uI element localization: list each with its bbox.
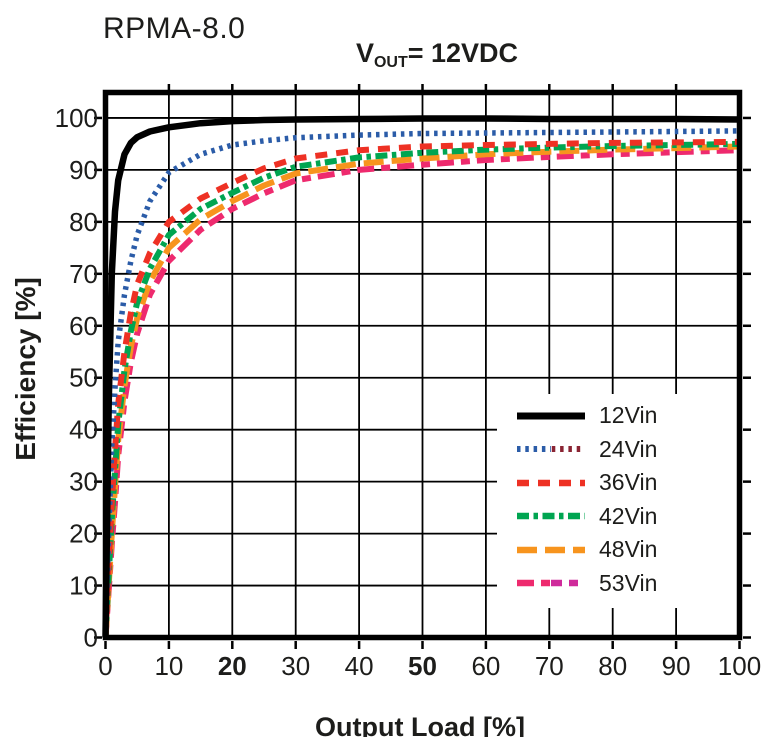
- y-tick-label: 10: [69, 571, 98, 601]
- vout-subscript: OUT: [373, 54, 408, 71]
- x-tick-label: 10: [154, 651, 183, 681]
- x-tick-label: 50: [408, 651, 437, 681]
- vout-rest: = 12VDC: [407, 38, 519, 68]
- y-tick-label: 100: [55, 103, 98, 133]
- x-tick-label: 80: [598, 651, 627, 681]
- legend-label: 48Vin: [599, 536, 658, 563]
- legend-item: 12Vin: [499, 399, 736, 432]
- legend-item: 36Vin: [499, 466, 736, 499]
- y-axis-title: Efficiency [%]: [10, 277, 41, 461]
- legend-item: 48Vin: [499, 533, 736, 566]
- legend-item: 42Vin: [499, 500, 736, 533]
- curve-36Vin: [102, 138, 740, 638]
- curve-12Vin: [102, 115, 740, 638]
- legend-label: 24Vin: [599, 435, 658, 462]
- legend-sample: [517, 412, 585, 419]
- vout-subtitle: VOUT= 12VDC: [355, 38, 519, 71]
- y-tick-label: 90: [69, 155, 98, 185]
- x-tick-label: 30: [281, 651, 310, 681]
- y-tick-label: 50: [69, 363, 98, 393]
- legend-sample: [517, 580, 585, 587]
- x-tick-label: 90: [662, 651, 691, 681]
- y-tick-label: 20: [69, 519, 98, 549]
- legend-sample: [517, 513, 585, 520]
- legend-label: 12Vin: [599, 402, 658, 428]
- legend: 12Vin 24Vin 36Vin 42Vin 48Vin 53Vin: [499, 398, 736, 601]
- y-tick-label: 40: [69, 415, 98, 445]
- y-tick-label: 70: [69, 259, 98, 289]
- curve-42Vin: [102, 140, 740, 638]
- legend-label: 42Vin: [599, 502, 658, 529]
- x-tick-label: 100: [718, 651, 761, 681]
- y-tick-label: 30: [69, 467, 98, 497]
- curve-24Vin: [102, 128, 740, 638]
- x-axis-title: Output Load [%]: [315, 712, 525, 737]
- x-tick-label: 60: [471, 651, 500, 681]
- x-tick-label: 40: [345, 651, 374, 681]
- y-tick-label: 60: [69, 311, 98, 341]
- legend-label: 53Vin: [599, 569, 658, 596]
- legend-sample: [517, 446, 585, 453]
- legend-label: 36Vin: [599, 469, 658, 496]
- legend-sample: [517, 479, 585, 486]
- x-tick-label: 20: [218, 651, 247, 681]
- y-tick-label: 80: [69, 207, 98, 237]
- legend-item: 53Vin: [499, 567, 736, 600]
- legend-sample: [517, 546, 585, 554]
- page-title: RPMA-8.0: [103, 12, 246, 45]
- x-tick-label: 0: [98, 651, 112, 681]
- plot-frame: [102, 89, 743, 641]
- legend-item: 24Vin: [499, 433, 736, 466]
- x-tick-label: 70: [535, 651, 564, 681]
- vout-v: V: [355, 38, 374, 68]
- y-tick-label: 0: [84, 623, 98, 653]
